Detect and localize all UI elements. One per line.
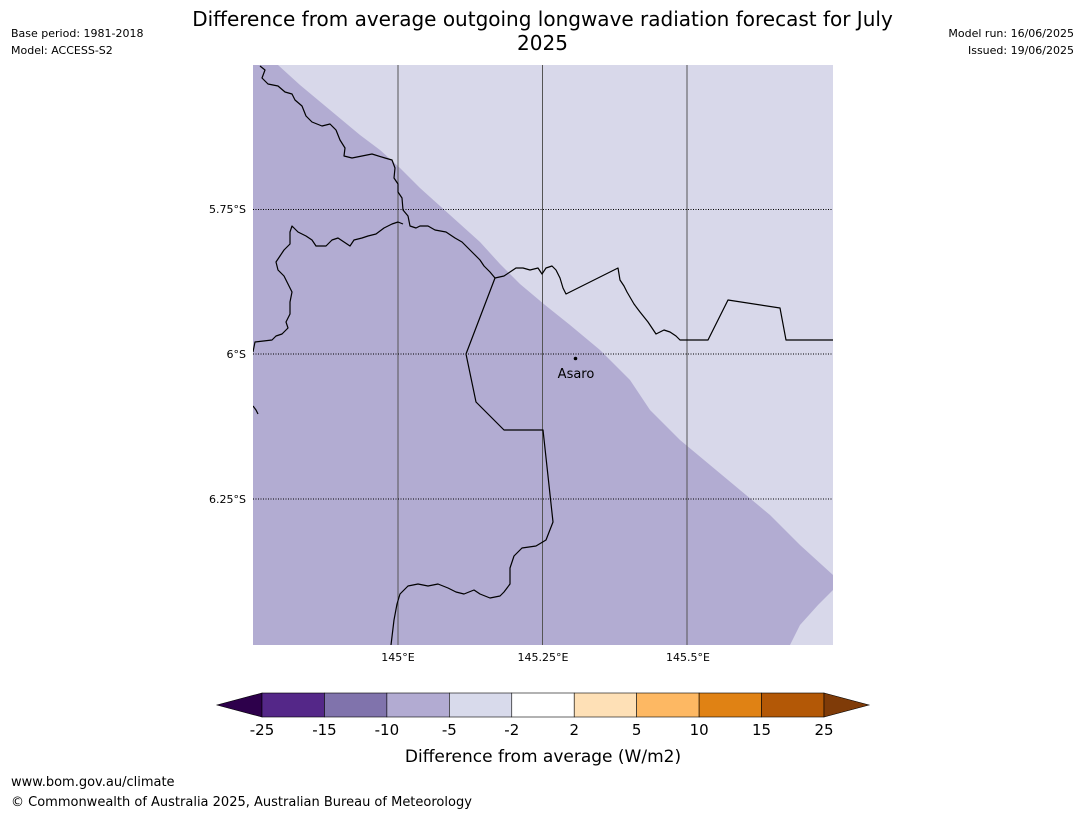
province-boundaries <box>253 65 833 645</box>
boundary-north <box>259 65 833 341</box>
model-text: Model: ACCESS-S2 <box>11 44 113 57</box>
colorbar-cell <box>511 692 575 718</box>
colorbar-tick-label: 25 <box>814 721 833 739</box>
colorbar-tick-label: 5 <box>632 721 642 739</box>
colorbar-cell <box>324 692 388 718</box>
lat-label-6-25: 6.25°S <box>209 493 246 506</box>
colorbar-tick-label: -10 <box>375 721 400 739</box>
boundary-central <box>253 221 404 353</box>
lon-label-145: 145°E <box>381 651 414 664</box>
chart-title: Difference from average outgoing longwav… <box>192 7 893 55</box>
colorbar-cell <box>449 692 513 718</box>
asaro-label: Asaro <box>558 367 595 382</box>
colorbar-extend-low <box>215 692 263 718</box>
colorbar-cell <box>386 692 450 718</box>
colorbar-tick-label: -5 <box>442 721 457 739</box>
footer-url: www.bom.gov.au/climate <box>11 775 175 790</box>
base-period-text: Base period: 1981-2018 <box>11 27 144 40</box>
issued-text: Issued: 19/06/2025 <box>967 44 1074 57</box>
colorbar-cells <box>215 692 871 718</box>
map-panel: Asaro <box>253 65 833 645</box>
colorbar-tick-label: -2 <box>504 721 519 739</box>
colorbar-tick-label: 10 <box>690 721 709 739</box>
colorbar-extend-high <box>823 692 871 718</box>
meta-left: Base period: 1981-2018 Model: ACCESS-S2 <box>11 25 143 59</box>
lat-label-5-75: 5.75°S <box>209 203 246 216</box>
colorbar-title: Difference from average (W/m2) <box>405 747 681 767</box>
colorbar-tick-label: 15 <box>752 721 771 739</box>
asaro-marker <box>573 356 578 361</box>
lon-label-145-25: 145.25°E <box>518 651 569 664</box>
boundary-southern <box>390 277 554 645</box>
colorbar-cell <box>761 692 825 718</box>
lon-label-145-5: 145.5°E <box>666 651 710 664</box>
colorbar-tick-label: 2 <box>569 721 579 739</box>
colorbar-cell <box>698 692 762 718</box>
footer-copyright: © Commonwealth of Australia 2025, Austra… <box>11 795 472 810</box>
model-run-text: Model run: 16/06/2025 <box>948 27 1074 40</box>
lat-label-6: 6°S <box>227 348 246 361</box>
colorbar-tick-label: -15 <box>312 721 337 739</box>
colorbar: -25 -15 -10 -5 -2 2 5 10 15 25 Difference from av… <box>215 692 871 767</box>
colorbar-cell <box>573 692 637 718</box>
colorbar-cell <box>261 692 325 718</box>
boundary-west-edge <box>253 405 259 415</box>
meta-right: Model run: 16/06/2025 Issued: 19/06/2025 <box>948 25 1074 59</box>
colorbar-tick-labels: -25 -15 -10 -5 -2 2 5 10 15 25 <box>250 721 834 739</box>
colorbar-tick-label: -25 <box>250 721 275 739</box>
colorbar-cell <box>636 692 700 718</box>
